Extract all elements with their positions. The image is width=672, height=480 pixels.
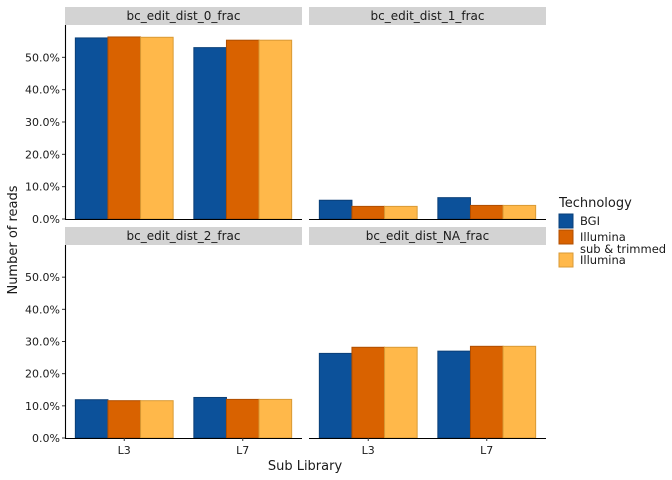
legend-label: Illumina <box>580 230 626 244</box>
panel-bc_edit_dist_1_frac: bc_edit_dist_1_frac <box>309 7 546 221</box>
bar-L7-Illumina sub & trimmed <box>469 345 504 439</box>
bar-L3-BGI <box>318 199 353 220</box>
x-tick-label: L7 <box>236 444 249 457</box>
bar-L3-Illumina <box>140 400 174 439</box>
y-tick-label: 40.0% <box>25 303 60 316</box>
bar-L7-Illumina sub & trimmed <box>469 204 504 220</box>
legend-label: sub & trimmed <box>580 242 666 256</box>
legend-key <box>558 252 574 268</box>
legend-label: BGI <box>580 214 600 228</box>
y-axis-title: Number of reads <box>6 185 21 294</box>
bar-L7-BGI <box>193 47 227 220</box>
panel-strip-label: bc_edit_dist_2_frac <box>127 229 241 243</box>
y-tick-label: 10.0% <box>25 400 60 413</box>
panel-bc_edit_dist_0_frac: bc_edit_dist_0_frac 0.0% 10.0% 20.0% 30.0% 40… <box>25 7 302 226</box>
panel-strip <box>65 227 302 245</box>
panel-strip-label: bc_edit_dist_NA_frac <box>366 229 489 243</box>
y-tick-label: 20.0% <box>25 368 60 381</box>
bar-L3-BGI <box>74 37 109 220</box>
bar-L7-Illumina sub & trimmed <box>225 39 260 220</box>
bar-L3-Illumina sub & trimmed <box>107 400 142 439</box>
panels-layer: bc_edit_dist_0_frac 0.0% 10.0% 20.0% 30.0% 40… <box>25 7 546 457</box>
y-tick-label: 50.0% <box>25 51 60 64</box>
bar-L3-Illumina <box>140 36 174 220</box>
panel-strip-label: bc_edit_dist_0_frac <box>127 9 241 23</box>
bar-L3-Illumina sub & trimmed <box>107 36 142 220</box>
bar-L3-Illumina sub & trimmed <box>351 346 386 439</box>
bar-L7-BGI <box>437 197 471 220</box>
bar-L7-BGI <box>193 396 227 439</box>
y-tick-label: 20.0% <box>25 148 60 161</box>
bar-L7-Illumina sub & trimmed <box>225 398 260 439</box>
bar-L3-BGI <box>318 352 353 439</box>
bar-L7-Illumina <box>502 204 537 220</box>
x-axis-title: Sub Library <box>268 459 343 474</box>
panel-strip <box>65 7 302 25</box>
bar-L7-BGI <box>437 350 471 439</box>
x-tick-label: L3 <box>362 444 375 457</box>
panel-strip <box>309 7 546 25</box>
bar-L7-Illumina <box>502 345 537 439</box>
y-tick-label: 0.0% <box>32 213 60 226</box>
bar-L3-BGI <box>74 399 109 439</box>
panel-strip-label: bc_edit_dist_1_frac <box>371 9 485 23</box>
y-tick-label: 30.0% <box>25 336 60 349</box>
panel-strip <box>309 227 546 245</box>
legend-label: Illumina <box>580 253 626 267</box>
legend-key <box>558 229 574 245</box>
x-tick-label: L3 <box>118 444 131 457</box>
bar-L3-Illumina sub & trimmed <box>351 205 386 220</box>
y-tick-label: 10.0% <box>25 181 60 194</box>
bar-L7-Illumina <box>258 39 293 220</box>
y-tick-label: 0.0% <box>32 432 60 445</box>
panel-bc_edit_dist_2_frac: bc_edit_dist_2_frac 0.0% 10.0% 20.0% 30.0% 40… <box>25 227 302 457</box>
y-tick-label: 30.0% <box>25 116 60 129</box>
bar-L3-Illumina <box>384 205 418 220</box>
legend-key <box>558 213 574 229</box>
legend-title: Technology <box>558 196 632 211</box>
y-tick-label: 50.0% <box>25 271 60 284</box>
panel-bc_edit_dist_NA_frac: bc_edit_dist_NA_frac L3 L7 <box>309 227 546 457</box>
bar-L3-Illumina <box>384 346 418 439</box>
y-tick-label: 40.0% <box>25 84 60 97</box>
x-tick-label: L7 <box>480 444 493 457</box>
bar-L7-Illumina <box>258 398 293 439</box>
